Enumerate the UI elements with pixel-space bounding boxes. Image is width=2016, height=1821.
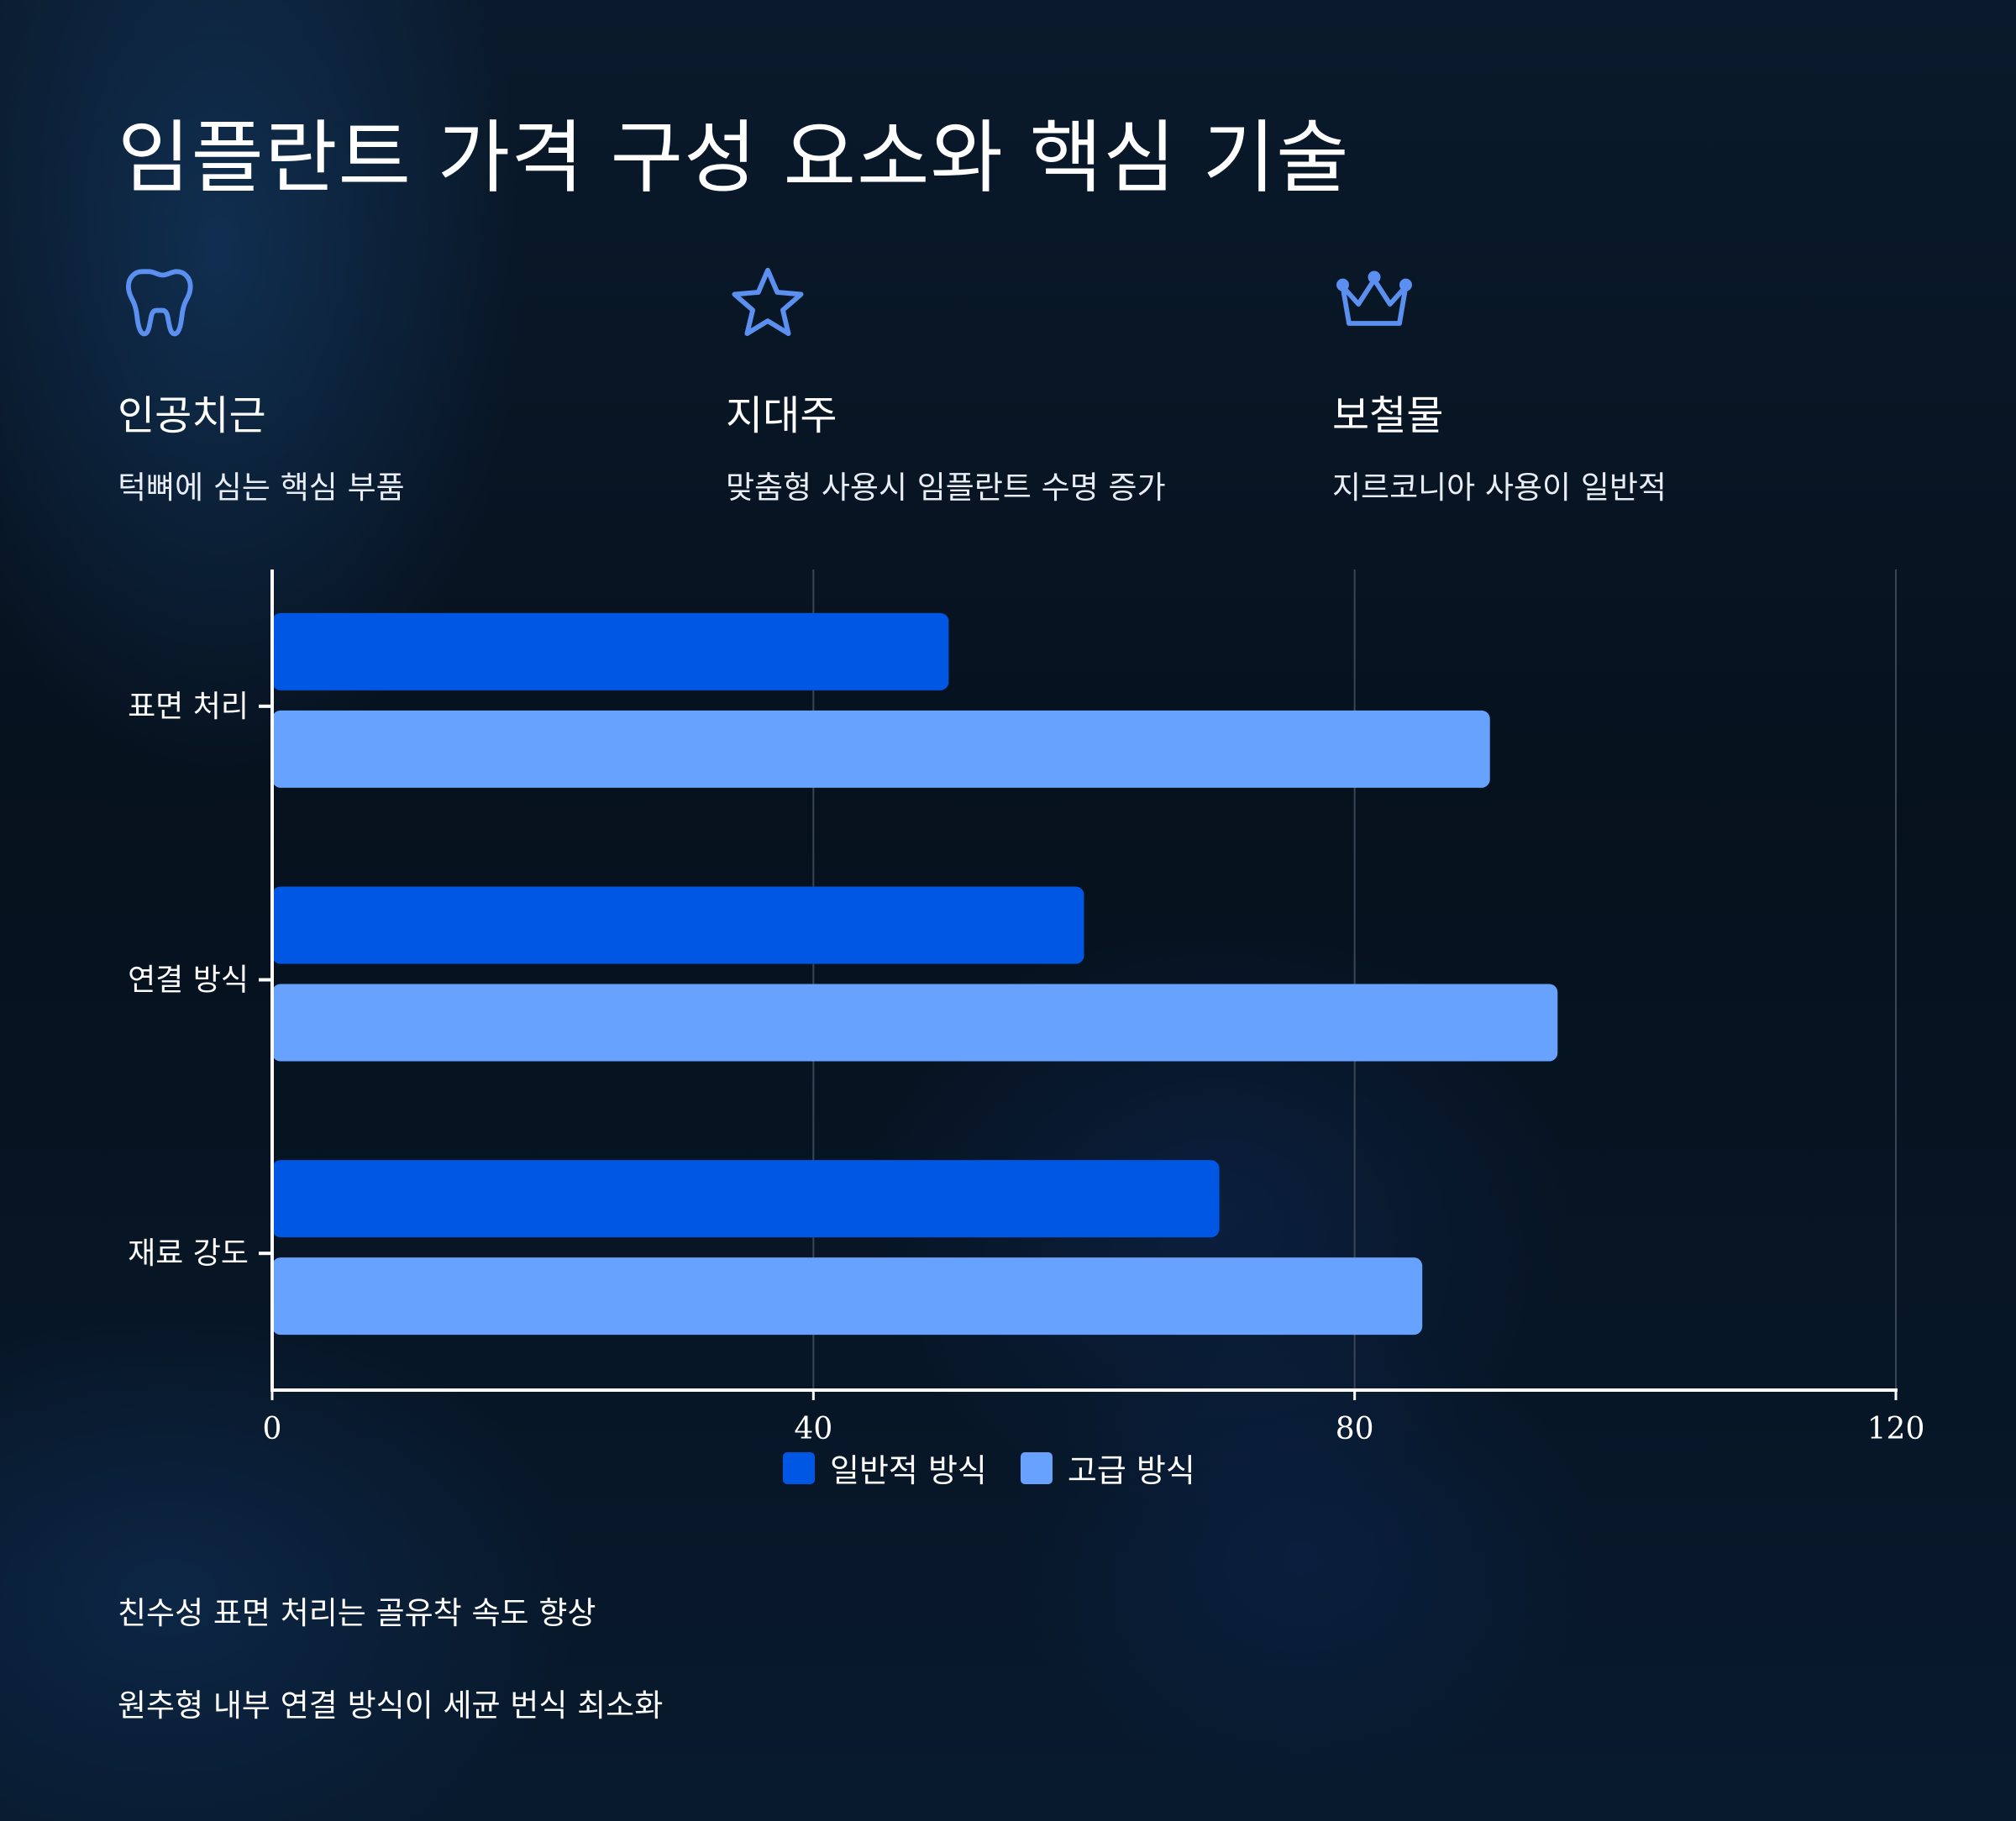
feature-title: 지대주 [726, 392, 837, 439]
grid-lines [812, 569, 1897, 1390]
x-tick-label: 40 [794, 1412, 832, 1446]
feature-description: 지르코니아 사용이 일반적 [1332, 470, 1667, 506]
category-label: 연결 방식 [128, 963, 249, 998]
feature-prosthesis: 보철물 지르코니아 사용이 일반적 [1332, 260, 1870, 506]
category-label: 표면 처리 [128, 690, 249, 724]
feature-implant-fixture: 인공치근 턱뼈에 심는 핵심 부품 [118, 260, 655, 506]
bar-premium [272, 1257, 1423, 1336]
legend-swatch-premium [1020, 1451, 1053, 1484]
legend-label-premium: 고급 방식 [1067, 1452, 1195, 1489]
tooth-icon [126, 269, 193, 337]
note-connection: 원추형 내부 연결 방식이 세균 번식 최소화 [118, 1687, 664, 1724]
category-label: 재료 강도 [128, 1236, 249, 1271]
feature-title: 보철물 [1332, 392, 1444, 439]
page-title: 임플란트 가격 구성 요소와 핵심 기술 [118, 113, 1350, 204]
crown-icon [1336, 270, 1412, 326]
x-tick-label: 120 [1867, 1412, 1925, 1446]
chart-legend: 일반적 방식 고급 방식 [783, 1445, 1229, 1491]
bar-standard [272, 612, 949, 690]
star-icon [732, 267, 804, 336]
feature-description: 턱뼈에 심는 핵심 부품 [118, 470, 405, 506]
legend-item-standard: 일반적 방식 [783, 1445, 987, 1491]
bar-standard [272, 1160, 1220, 1238]
feature-description: 맞춤형 사용시 임플란트 수명 증가 [726, 470, 1166, 506]
x-tick-label: 80 [1336, 1412, 1374, 1446]
feature-abutment: 지대주 맞춤형 사용시 임플란트 수명 증가 [726, 260, 1263, 506]
legend-label-standard: 일반적 방식 [830, 1452, 987, 1489]
bar-premium [272, 984, 1558, 1062]
bar-standard [272, 886, 1084, 964]
legend-item-premium: 고급 방식 [1020, 1445, 1195, 1491]
note-surface: 친수성 표면 처리는 골유착 속도 향상 [118, 1595, 596, 1631]
feature-title: 인공치근 [118, 392, 266, 439]
legend-swatch-standard [783, 1451, 815, 1484]
bar-premium [272, 710, 1490, 788]
x-tick-label: 0 [263, 1412, 282, 1446]
bars [272, 612, 1558, 1336]
